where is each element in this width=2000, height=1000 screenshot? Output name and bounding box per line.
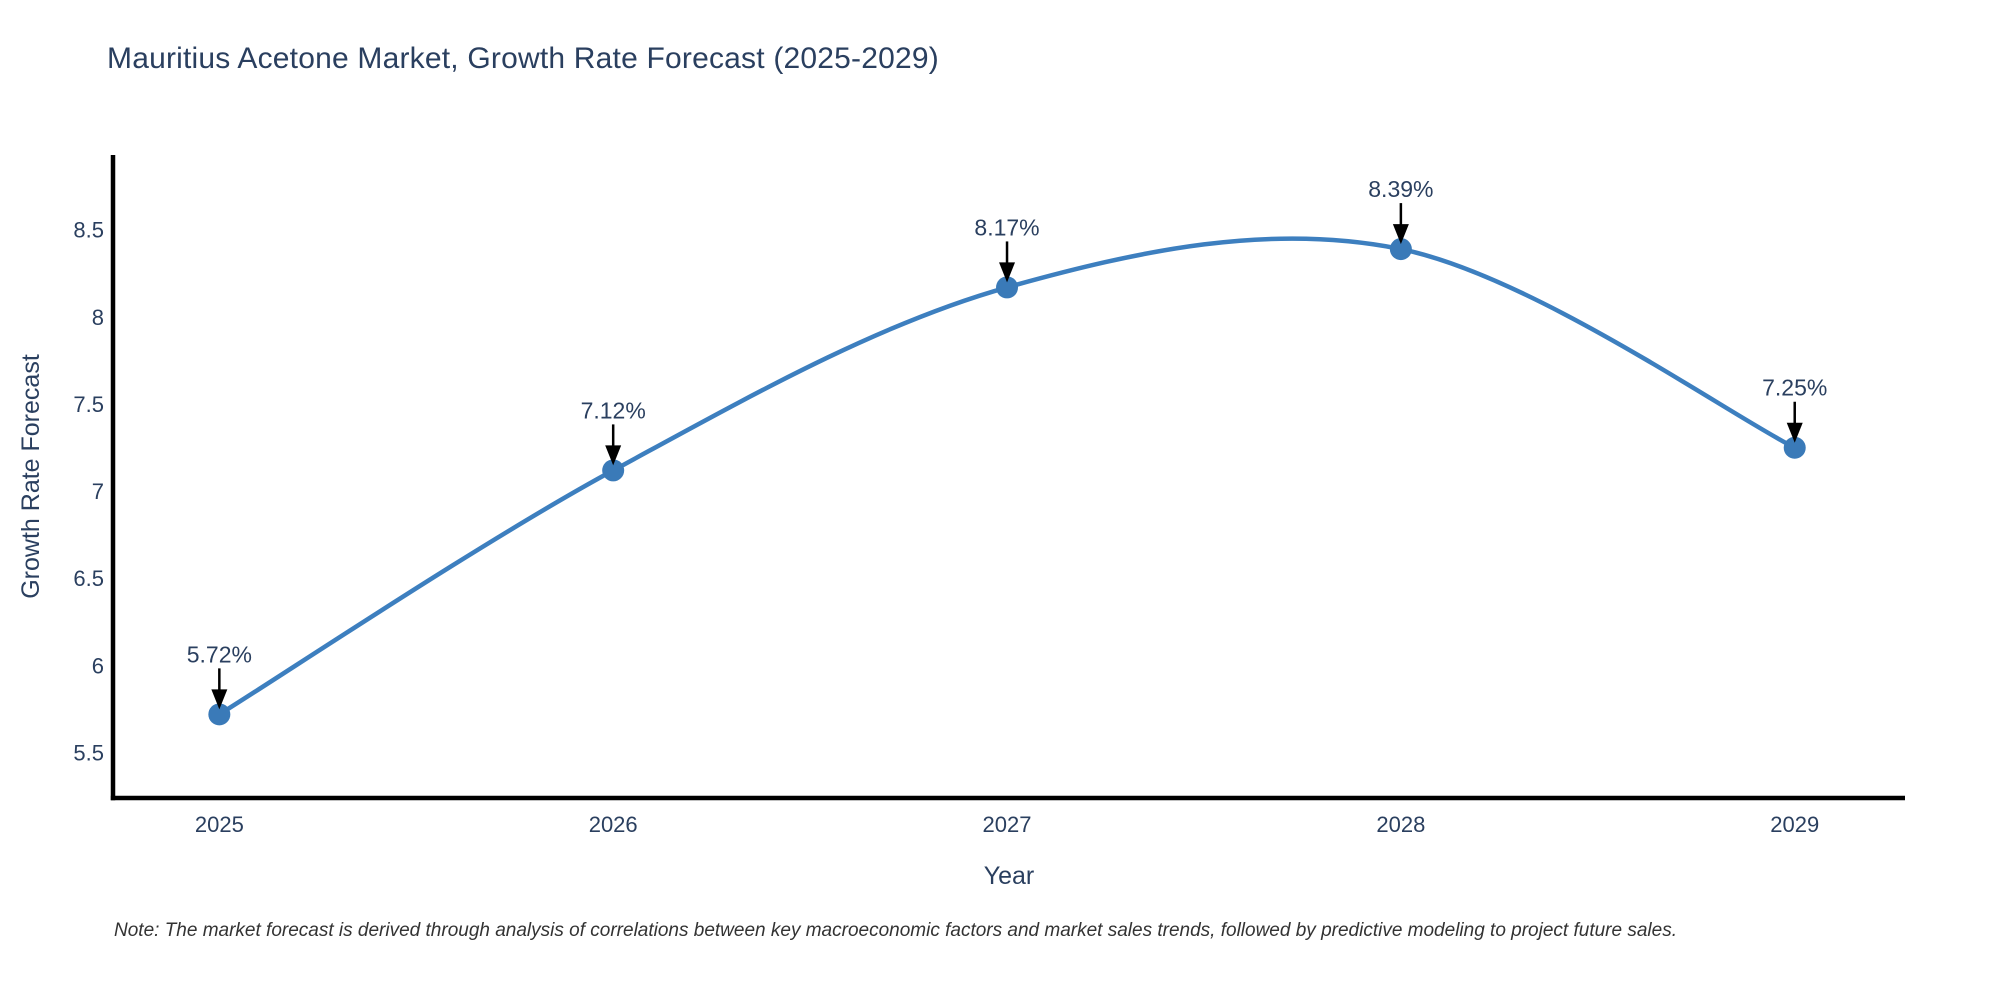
- annotation-arrow-head: [999, 262, 1016, 283]
- annotation-arrow-head: [1392, 224, 1409, 245]
- x-axis-title: Year: [984, 862, 1035, 890]
- data-point-marker: [1783, 436, 1806, 459]
- x-tick-label: 2028: [1376, 812, 1425, 837]
- y-tick-label: 6: [92, 653, 104, 678]
- data-point-marker: [996, 276, 1019, 299]
- series-line: [217, 236, 1797, 717]
- data-point-marker: [1389, 238, 1412, 261]
- annotation-label: 7.12%: [581, 397, 646, 423]
- y-tick-label: 5.5: [73, 740, 104, 765]
- y-axis-title: Growth Rate Forecast: [17, 354, 45, 599]
- x-tick-label: 2025: [195, 812, 244, 837]
- annotation-label: 8.39%: [1368, 176, 1433, 202]
- annotation-label: 5.72%: [187, 641, 252, 667]
- annotation-label: 7.25%: [1762, 375, 1827, 401]
- annotation-arrow-head: [1786, 422, 1803, 443]
- y-tick-label: 7: [92, 479, 104, 504]
- annotation-arrow-head: [211, 689, 228, 710]
- x-tick-label: 2027: [983, 812, 1032, 837]
- x-tick-label: 2029: [1770, 812, 1819, 837]
- annotation-label: 8.17%: [974, 214, 1039, 240]
- y-tick-label: 6.5: [73, 566, 104, 591]
- chart-note: Note: The market forecast is derived thr…: [114, 920, 1677, 941]
- x-tick-label: 2026: [589, 812, 638, 837]
- annotation-arrow-head: [605, 445, 622, 466]
- y-tick-label: 8: [92, 305, 104, 330]
- data-point-marker: [208, 703, 231, 726]
- chart-title: Mauritius Acetone Market, Growth Rate Fo…: [107, 42, 939, 75]
- y-tick-label: 7.5: [73, 392, 104, 417]
- y-tick-label: 8.5: [73, 218, 104, 243]
- data-point-marker: [602, 459, 625, 482]
